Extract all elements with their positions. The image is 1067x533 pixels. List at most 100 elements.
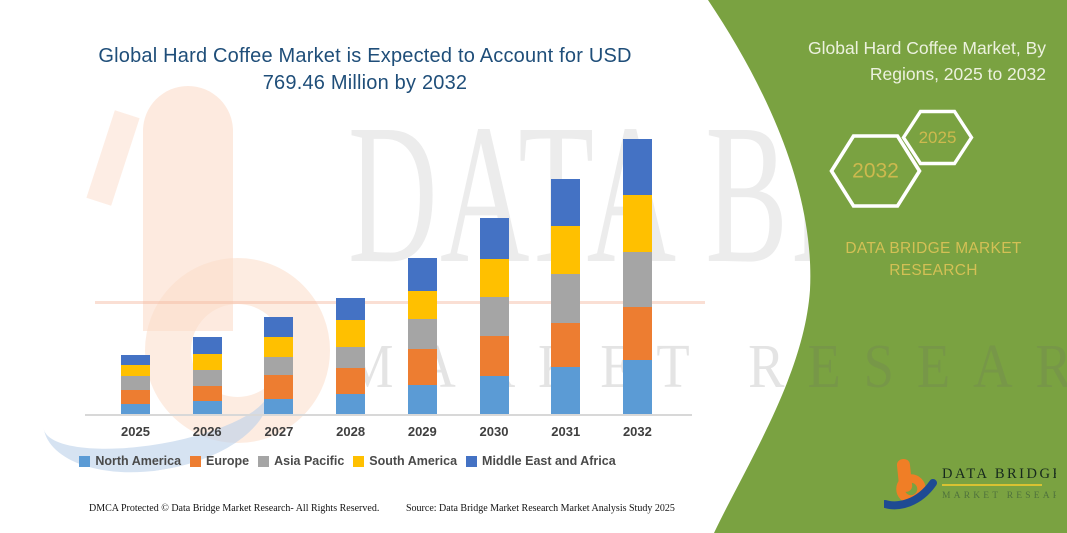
- bar-segment: [264, 317, 294, 338]
- bar-2028: [336, 298, 366, 415]
- brand-wordmark-line1: DATA BRIDGE MARKET: [845, 240, 1022, 257]
- x-axis-label-text: 2026: [192, 424, 222, 439]
- legend-swatch: [353, 455, 365, 467]
- bar-segment: [407, 349, 437, 385]
- bar-segment: [336, 346, 366, 369]
- green-panel-shape: [708, 0, 1067, 533]
- bar-segment: [336, 298, 366, 321]
- bar-2025: [121, 354, 150, 415]
- data-bridge-logo-icon: DATA BRIDGE MARKET RESEARCH: [881, 458, 1067, 510]
- bar-segment: [121, 389, 150, 404]
- bar-2030: [479, 218, 509, 415]
- legend-item: Middle East and Africa: [466, 454, 616, 468]
- hexagon-2032: [829, 134, 922, 208]
- x-axis-labels: 2025 2026 2027 2028 2029 2030 2031 2032: [121, 424, 652, 439]
- bar-segment: [479, 218, 509, 259]
- x-axis-label: 2025: [121, 424, 150, 439]
- bar-segment: [551, 226, 581, 275]
- source-notice: Source: Data Bridge Market Research Mark…: [406, 503, 675, 514]
- brand-wordmark: DATA BRIDGE MARKET RESEARCH: [806, 238, 1061, 282]
- legend-swatch: [190, 455, 202, 467]
- legend-label: Europe: [206, 454, 250, 468]
- hexagon-2032-label: 2032: [852, 160, 899, 183]
- chart-title-line1: Global Hard Coffee Market is Expected to…: [98, 45, 632, 67]
- right-panel-title-line1: Global Hard Coffee Market, By: [808, 38, 1046, 58]
- brand-wordmark-line2: RESEARCH: [889, 262, 978, 279]
- bar-segment: [264, 374, 294, 400]
- bars: [121, 139, 652, 415]
- bar-segment: [121, 403, 150, 415]
- legend-label: North America: [95, 454, 182, 468]
- chart-title-line2: 769.46 Million by 2032: [262, 72, 468, 94]
- bar-segment: [192, 370, 222, 386]
- bar-segment: [479, 336, 509, 376]
- bar-segment: [479, 258, 509, 298]
- logo-sub-text: MARKET RESEARCH: [942, 491, 1056, 501]
- legend-item: North America: [79, 454, 181, 468]
- hexagon-2025: [901, 109, 974, 166]
- x-axis-label: 2032: [623, 424, 652, 439]
- x-axis-label-text: 2027: [264, 424, 294, 439]
- bar-segment: [336, 320, 366, 347]
- x-axis-label-text: 2029: [407, 424, 437, 439]
- bar-segment: [622, 360, 652, 415]
- bar-segment: [121, 354, 150, 365]
- x-axis-label: 2029: [408, 424, 437, 439]
- x-axis-label-text: 2032: [622, 424, 652, 439]
- x-axis-label-text: 2025: [121, 424, 150, 439]
- legend: North America Europe Asia Pacific South Ame…: [25, 454, 670, 468]
- bar-segment: [407, 291, 437, 320]
- x-axis-label-text: 2030: [479, 424, 509, 439]
- chart-title: Global Hard Coffee Market is Expected to…: [55, 43, 675, 97]
- bar-segment: [407, 384, 437, 415]
- bar-segment: [551, 322, 581, 368]
- bar-segment: [551, 274, 581, 323]
- bar-segment: [264, 399, 294, 415]
- legend-item: Europe: [190, 454, 249, 468]
- bar-2029: [407, 257, 437, 415]
- legend-item: Asia Pacific: [258, 454, 344, 468]
- bar-segment: [479, 375, 509, 415]
- bar-segment: [336, 368, 366, 394]
- bar-segment: [192, 337, 222, 355]
- bar-segment: [407, 319, 437, 350]
- watermark-text-market-research: MARKET RESEARCH: [345, 333, 1067, 401]
- legend-swatch: [79, 455, 91, 467]
- x-axis-label: 2030: [480, 424, 509, 439]
- bar-segment: [551, 367, 581, 415]
- x-axis-label-text: 2028: [336, 424, 366, 439]
- bar-segment: [622, 139, 652, 196]
- right-panel-title: Global Hard Coffee Market, By Regions, 2…: [746, 36, 1046, 87]
- bar-segment: [192, 354, 222, 371]
- logo-underline: [942, 484, 1042, 486]
- bar-2026: [192, 337, 222, 415]
- company-logo: DATA BRIDGE MARKET RESEARCH: [881, 458, 1067, 515]
- bar-segment: [336, 393, 366, 415]
- bar-2032: [622, 139, 652, 415]
- bar-segment: [479, 297, 509, 337]
- bar-segment: [121, 364, 150, 376]
- legend-label: South America: [369, 454, 458, 468]
- bar-segment: [264, 356, 294, 375]
- bar-segment: [407, 257, 437, 292]
- x-axis-label: 2031: [551, 424, 580, 439]
- x-axis-label: 2028: [336, 424, 365, 439]
- bar-segment: [121, 375, 150, 390]
- x-axis-label: 2026: [193, 424, 222, 439]
- bar-2027: [264, 317, 294, 415]
- legend-label: Middle East and Africa: [482, 454, 616, 468]
- bar-segment: [622, 251, 652, 307]
- x-axis-label-text: 2031: [551, 424, 581, 439]
- logo-name-text: DATA BRIDGE: [942, 466, 1056, 482]
- logo-swoosh: [881, 479, 937, 510]
- hexagon-2025-label: 2025: [919, 128, 957, 147]
- legend-label: Asia Pacific: [274, 454, 345, 468]
- bar-segment: [622, 306, 652, 360]
- green-side-panel: 2032 2025: [708, 0, 1067, 533]
- bar-segment: [622, 195, 652, 252]
- bar-segment: [192, 385, 222, 401]
- x-axis-label: 2027: [264, 424, 293, 439]
- dmca-notice: DMCA Protected © Data Bridge Market Rese…: [89, 503, 380, 514]
- bar-segment: [264, 337, 294, 357]
